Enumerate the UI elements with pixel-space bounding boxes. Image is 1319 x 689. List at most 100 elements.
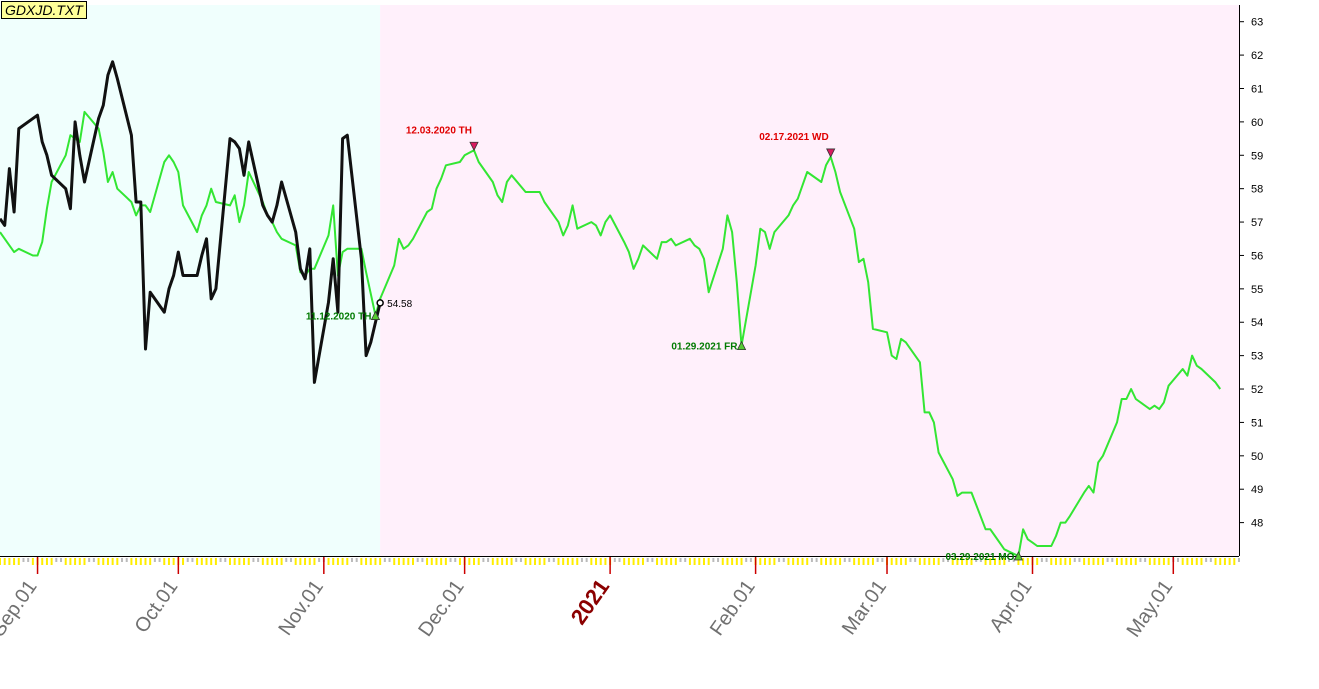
x-day-tick xyxy=(121,558,124,562)
x-day-tick xyxy=(327,558,330,565)
x-day-tick xyxy=(618,558,621,562)
x-tick-label: May.01 xyxy=(1123,576,1178,641)
region-history xyxy=(0,5,381,556)
y-tick-label: 56 xyxy=(1251,250,1263,262)
x-day-tick xyxy=(50,558,53,565)
x-day-tick xyxy=(487,558,490,562)
annotations: 12.03.2020 TH 02.17.2021 WD 11.12.2020 TH 0… xyxy=(306,125,1024,563)
top-annotation-label: 02.17.2021 WD xyxy=(759,132,829,143)
x-day-tick xyxy=(698,558,701,565)
x-day-tick xyxy=(806,558,809,565)
x-day-tick xyxy=(1040,558,1043,562)
x-day-tick xyxy=(782,558,785,562)
x-day-tick xyxy=(759,558,762,565)
x-day-tick xyxy=(369,558,372,565)
x-day-tick xyxy=(252,558,255,562)
x-day-tick xyxy=(243,558,246,565)
x-day-tick xyxy=(1120,558,1123,565)
y-tick-label: 53 xyxy=(1251,351,1263,363)
x-day-tick xyxy=(914,558,917,562)
x-day-tick xyxy=(820,558,823,565)
x-day-tick xyxy=(918,558,921,565)
x-day-tick xyxy=(684,558,687,562)
x-day-tick xyxy=(83,558,86,565)
x-day-tick xyxy=(505,558,508,565)
x-day-tick xyxy=(97,558,100,565)
x-day-tick xyxy=(937,558,940,565)
x-day-tick xyxy=(1176,558,1179,562)
x-day-tick xyxy=(881,558,884,562)
x-day-tick xyxy=(172,558,175,565)
x-day-tick xyxy=(590,558,593,565)
top-marker xyxy=(469,141,479,152)
x-day-tick xyxy=(374,558,377,565)
x-day-tick xyxy=(557,558,560,565)
x-day-tick xyxy=(623,558,626,565)
x-axis: Sep.01 Oct.01 Nov.01 Dec.01 2021 Feb.01 Mar.01… xyxy=(0,556,1240,641)
x-day-tick xyxy=(552,558,555,562)
x-day-tick xyxy=(1008,558,1011,562)
x-day-tick xyxy=(167,558,170,565)
x-day-tick xyxy=(88,558,91,562)
x-day-tick xyxy=(1111,558,1114,562)
y-tick-label: 63 xyxy=(1251,17,1263,29)
y-tick-label: 55 xyxy=(1251,284,1263,296)
x-day-tick xyxy=(139,558,142,565)
x-day-tick xyxy=(1078,558,1081,562)
x-day-tick xyxy=(130,558,133,565)
x-day-tick xyxy=(60,558,63,562)
x-day-tick xyxy=(900,558,903,565)
x-day-tick xyxy=(702,558,705,565)
x-day-tick xyxy=(763,558,766,565)
x-day-tick xyxy=(932,558,935,565)
x-day-tick xyxy=(1134,558,1137,565)
x-day-tick xyxy=(299,558,302,565)
x-day-tick xyxy=(440,558,443,565)
x-day-tick xyxy=(365,558,368,565)
y-tick-label: 48 xyxy=(1251,518,1263,530)
chart-title-box: GDXJD.TXT xyxy=(1,1,87,19)
x-day-tick xyxy=(1139,558,1142,562)
x-day-tick xyxy=(829,558,832,565)
x-day-tick xyxy=(106,558,109,565)
x-day-tick xyxy=(815,558,818,562)
x-day-tick xyxy=(449,558,452,562)
x-day-tick xyxy=(1219,558,1222,565)
x-day-tick xyxy=(1059,558,1062,565)
x-day-tick xyxy=(524,558,527,565)
x-day-tick xyxy=(346,558,349,565)
x-day-tick xyxy=(749,558,752,562)
x-day-tick xyxy=(562,558,565,565)
x-day-tick xyxy=(496,558,499,565)
x-day-tick xyxy=(721,558,724,565)
x-day-tick xyxy=(1115,558,1118,565)
x-day-tick xyxy=(332,558,335,565)
x-day-tick xyxy=(289,558,292,562)
y-tick-label: 51 xyxy=(1251,417,1263,429)
x-day-tick xyxy=(64,558,67,565)
x-day-tick xyxy=(1125,558,1128,565)
x-day-tick xyxy=(928,558,931,565)
x-day-tick xyxy=(27,558,30,562)
x-day-tick xyxy=(975,558,978,562)
x-day-tick xyxy=(993,558,996,565)
x-day-tick xyxy=(768,558,771,565)
x-day-tick xyxy=(491,558,494,565)
x-day-tick xyxy=(580,558,583,562)
x-day-tick xyxy=(1012,558,1015,562)
x-day-tick xyxy=(266,558,269,565)
y-tick-label: 58 xyxy=(1251,184,1263,196)
x-day-tick xyxy=(125,558,128,562)
x-day-tick xyxy=(810,558,813,562)
x-day-tick xyxy=(144,558,147,565)
x-day-tick xyxy=(1050,558,1053,565)
x-day-tick xyxy=(383,558,386,562)
x-day-tick xyxy=(350,558,353,562)
x-day-tick xyxy=(468,558,471,565)
x-day-tick xyxy=(904,558,907,565)
x-day-tick xyxy=(1233,558,1236,565)
x-day-tick xyxy=(510,558,513,565)
x-day-tick xyxy=(876,558,879,562)
x-day-tick xyxy=(665,558,668,565)
x-day-tick xyxy=(69,558,72,565)
